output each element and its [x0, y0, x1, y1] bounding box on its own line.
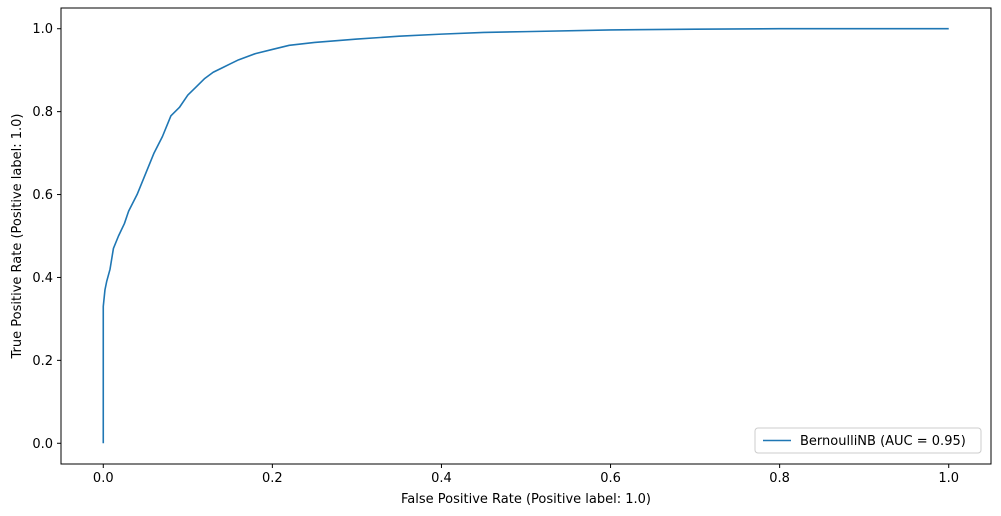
y-axis-ticks: 0.0 0.2 0.4 0.6 0.8 1.0 — [32, 22, 61, 452]
y-tick-label: 0.8 — [32, 105, 53, 120]
y-tick-label: 1.0 — [32, 22, 53, 37]
series-line-0 — [102, 27, 949, 444]
x-tick-label: 1.0 — [938, 471, 959, 486]
x-axis-ticks: 0.0 0.2 0.4 0.6 0.8 1.0 — [93, 464, 959, 486]
x-tick-label: 0.4 — [431, 471, 452, 486]
series-group — [102, 27, 949, 444]
axes-frame — [60, 7, 992, 465]
y-tick-label: 0.6 — [32, 188, 53, 203]
y-tick-label: 0.2 — [32, 354, 53, 369]
x-axis-label: False Positive Rate (Positive label: 1.0… — [401, 492, 651, 507]
legend-label: BernoulliNB (AUC = 0.95) — [800, 434, 966, 449]
legend-box — [754, 427, 982, 454]
y-axis-label: True Positive Rate (Positive label: 1.0) — [10, 114, 25, 360]
legend: BernoulliNB (AUC = 0.95) — [754, 427, 982, 454]
x-tick-label: 0.6 — [600, 471, 621, 486]
x-tick-label: 0.8 — [769, 471, 790, 486]
x-tick-label: 0.2 — [262, 471, 283, 486]
y-tick-label: 0.0 — [32, 437, 53, 452]
y-tick-label: 0.4 — [32, 271, 53, 286]
x-tick-label: 0.0 — [93, 471, 114, 486]
